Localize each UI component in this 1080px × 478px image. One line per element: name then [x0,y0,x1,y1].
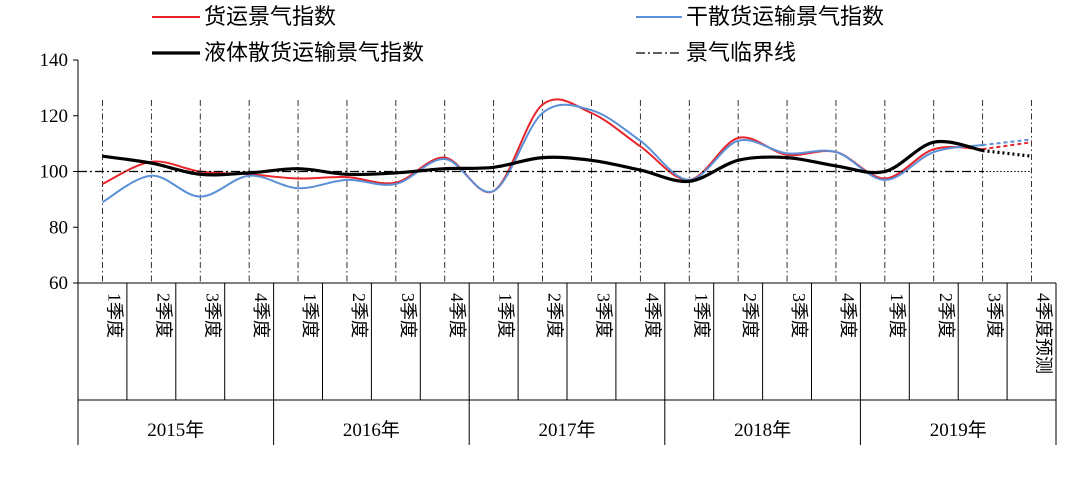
grid-layer [102,100,1032,283]
year-label: 2015年 [147,419,204,441]
y-tick-label: 100 [40,162,69,183]
x-tick-label: 4季度 [838,293,858,338]
y-tick-label: 120 [40,106,69,127]
x-tick-label: 2季度 [349,293,369,338]
year-label: 2019年 [930,419,987,441]
x-tick-label: 1季度 [691,293,711,338]
series-2-line [102,139,983,184]
x-tick-label: 2季度 [153,293,173,338]
series-1-line [101,103,983,204]
series-1-forecast-line [982,138,1032,146]
x-tick-label: 3季度 [593,293,613,338]
x-tick-label: 1季度 [887,293,907,338]
x-tick-label: 4季度 [251,293,271,338]
label-layer: 60 80 100 120 140 1季度 2季度 3季度 4季度 1季度 2季度 3季度 4季度 1季度… [40,50,1054,441]
series-0-forecast-line [982,141,1032,151]
x-tick-label: 4季度 [642,293,662,338]
x-tick-label: 1季度 [104,293,124,338]
series-2-forecast-line [982,149,1032,158]
x-tick-label: 2季度 [545,293,565,338]
year-label: 2018年 [734,419,791,441]
legend-label-3: 景气临界线 [686,40,796,65]
year-label: 2017年 [538,419,595,441]
x-tick-label: 3季度 [398,293,418,338]
legend-label-2: 液体散货运输景气指数 [204,40,424,65]
legend-label-1: 干散货运输景气指数 [686,4,884,29]
y-tick-label: 80 [49,217,68,238]
y-tick-label: 60 [49,273,68,294]
x-tick-label: 1季度 [496,293,516,338]
x-tick-label: 4季度预测 [1034,293,1054,374]
series-layer [78,98,1032,204]
year-label: 2016年 [343,419,400,441]
y-tick-label: 140 [40,50,69,71]
x-tick-label: 1季度 [300,293,320,338]
legend-label-0: 货运景气指数 [204,4,336,29]
axis-layer [73,59,1057,445]
x-tick-label: 2季度 [740,293,760,338]
x-tick-label: 3季度 [202,293,222,338]
x-tick-label: 2季度 [936,293,956,338]
x-tick-label: 3季度 [789,293,809,338]
x-tick-label: 4季度 [447,293,467,338]
x-tick-label: 3季度 [985,293,1005,338]
